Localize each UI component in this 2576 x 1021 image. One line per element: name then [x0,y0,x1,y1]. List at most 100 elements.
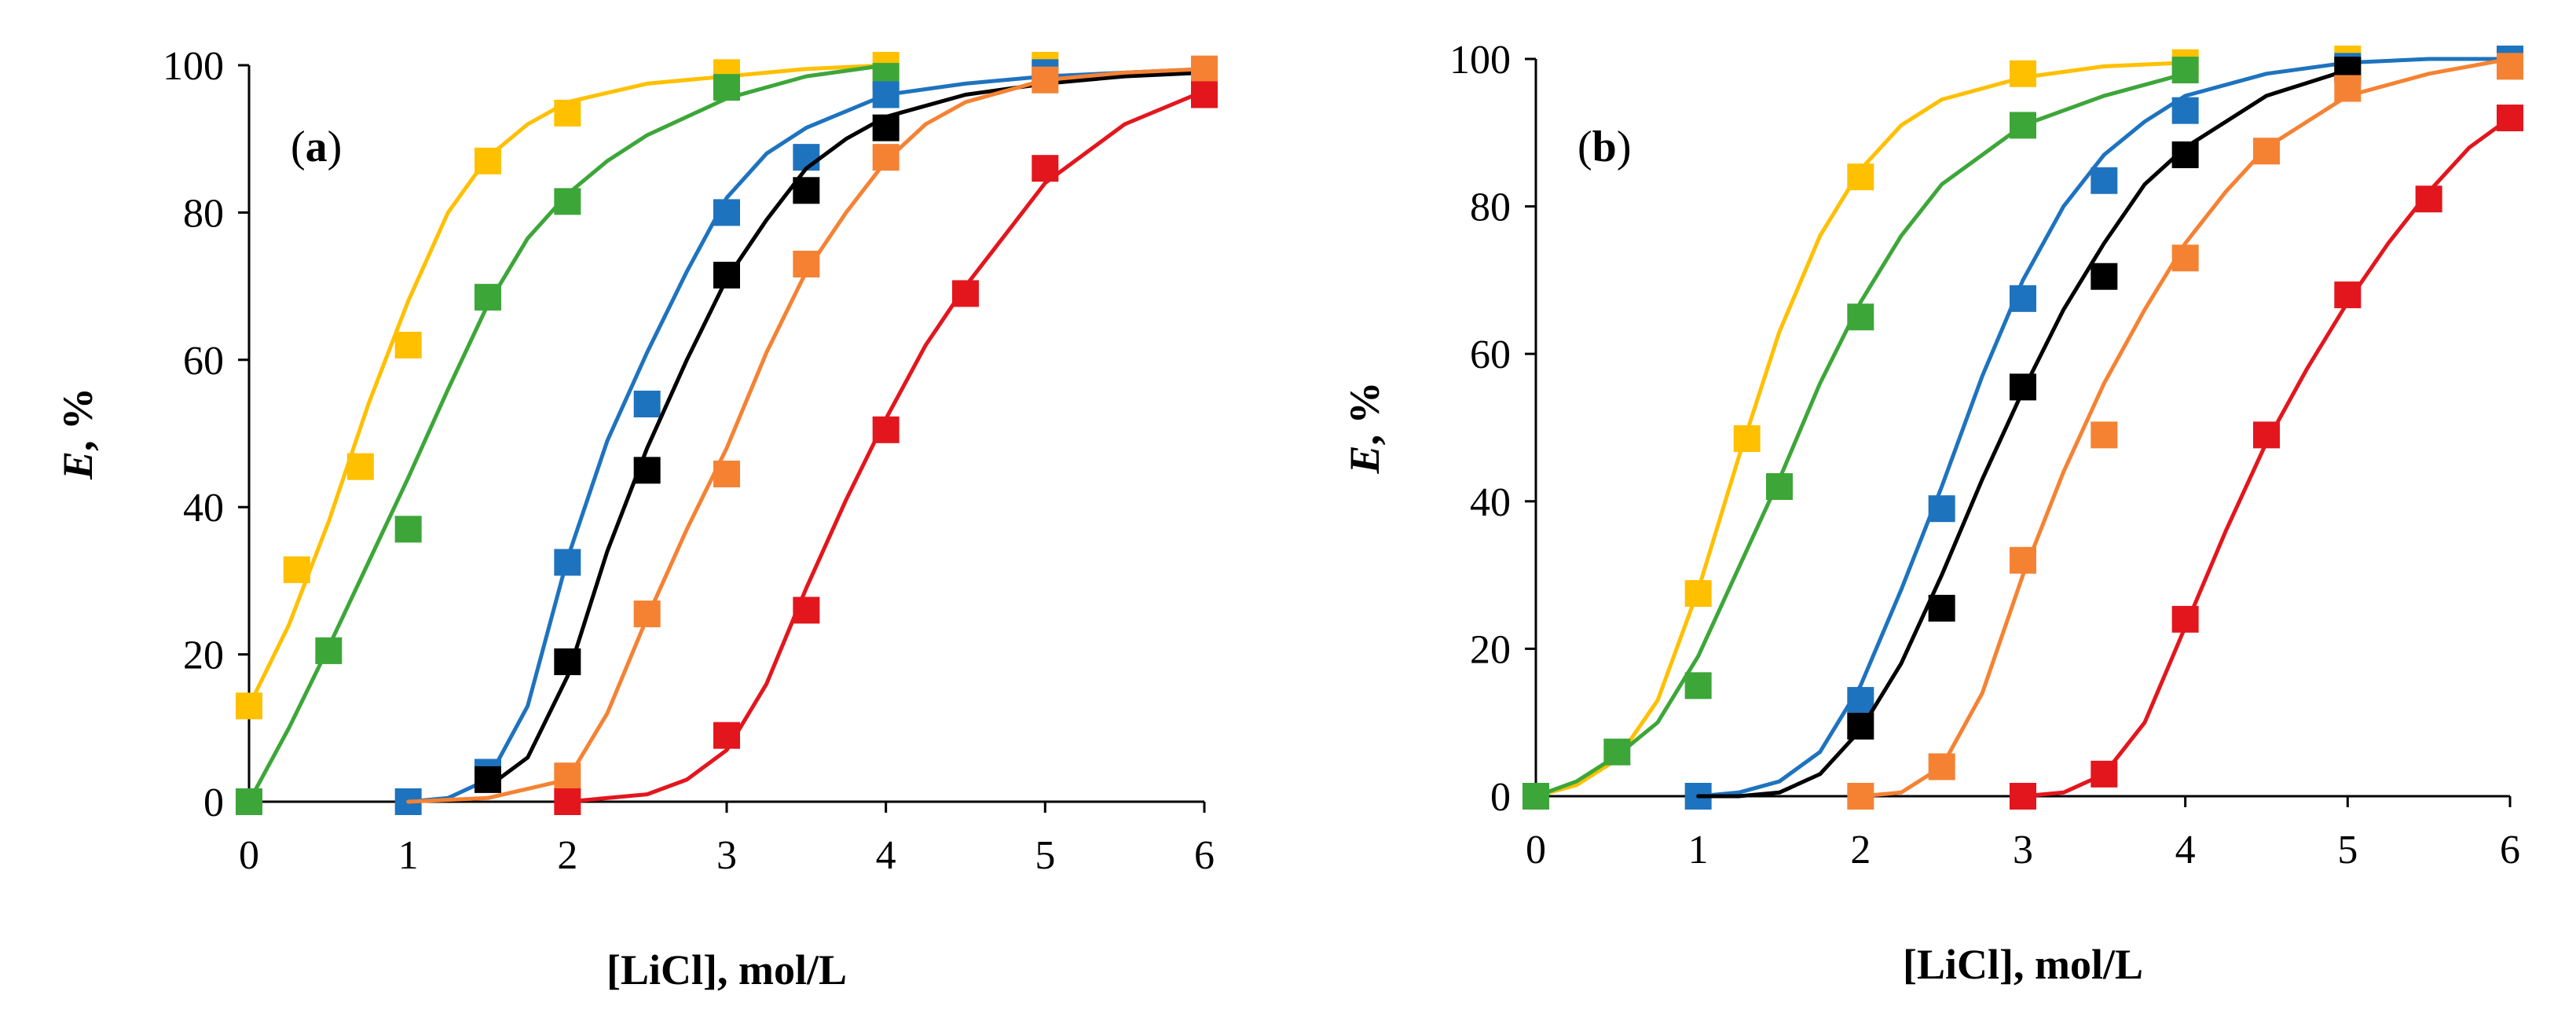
data-point-yellow [2010,60,2036,87]
x-tick-label: 1 [1688,828,1709,872]
y-tick-label: 20 [183,634,224,678]
panel-label: (b) [1577,123,1631,171]
data-point-red [872,416,900,443]
x-tick-label: 3 [716,833,737,878]
data-point-black [2171,141,2199,168]
data-point-orange [2497,53,2523,80]
data-point-blue [1847,687,1874,714]
data-point-yellow [475,147,501,174]
data-point-red [1031,155,1059,182]
data-point-orange [2090,421,2118,449]
data-point-blue [713,199,740,226]
x-tick-label: 4 [2175,828,2196,872]
data-point-red [952,280,979,307]
y-tick-label: 100 [163,44,224,89]
y-tick-label: 40 [1470,480,1511,525]
data-point-black [2010,373,2036,401]
series-red [554,81,1218,815]
x-tick-label: 0 [1526,828,1546,872]
x-tick-label: 5 [2337,828,2358,872]
data-point-orange [793,250,820,277]
fit-line-orange [1858,57,2512,799]
x-tick-label: 3 [2013,828,2033,872]
data-point-orange [2010,546,2036,574]
data-point-yellow [394,332,422,359]
data-point-green [236,788,262,815]
data-point-red [2253,421,2280,449]
data-point-green [475,284,501,311]
data-point-black [713,262,740,289]
data-point-green [1847,303,1874,331]
x-tick-label: 1 [398,833,419,878]
data-point-orange [1928,753,1955,780]
y-axis-title: E, % [54,387,101,480]
y-tick-label: 0 [1490,775,1511,820]
data-point-orange [2334,75,2362,102]
data-point-green [713,74,740,101]
data-point-orange [713,461,740,488]
series-orange [406,55,1218,804]
x-tick-label: 5 [1035,833,1055,878]
data-point-green [315,637,343,664]
panel-label: (a) [291,123,342,171]
data-point-black [2090,263,2118,290]
y-tick-label: 60 [1470,332,1511,377]
data-point-orange [2171,244,2199,272]
data-point-orange [872,144,900,171]
y-tick-label: 100 [1449,38,1511,83]
data-point-red [2171,605,2199,633]
data-point-red [793,597,820,624]
data-point-yellow [1847,163,1874,191]
y-tick-label: 20 [1470,627,1511,672]
fit-line-black [1696,68,2350,799]
y-tick-label: 0 [203,780,224,825]
data-point-blue [872,81,900,108]
series-yellow [1523,46,2362,810]
x-tick-label: 2 [1850,828,1871,872]
data-point-blue [2090,167,2118,194]
data-point-green [2171,57,2199,84]
data-point-red [713,722,740,749]
series-green [1523,57,2199,810]
data-point-red [2010,783,2036,810]
data-point-yellow [1684,580,1712,608]
data-point-black [1928,594,1955,622]
data-point-orange [633,600,661,628]
x-tick-label: 6 [2500,828,2520,872]
fit-line-blue [406,67,1207,804]
data-point-blue [633,391,661,418]
y-tick-label: 80 [183,191,224,236]
data-point-black [554,648,581,675]
fit-line-black [486,70,1207,789]
y-tick-label: 60 [183,339,224,384]
x-axis-title: [LiCl], mol/L [1903,941,2143,988]
fit-line-red [2021,116,2512,799]
data-point-blue [1928,495,1955,523]
data-point-blue [554,549,581,576]
data-point-red [2090,760,2118,788]
x-tick-label: 4 [876,833,896,878]
x-axis-title: [LiCl], mol/L [606,946,847,993]
y-tick-label: 40 [183,486,224,531]
data-point-yellow [1733,425,1761,453]
data-point-black [1847,712,1874,740]
x-tick-label: 2 [557,833,577,878]
data-point-yellow [283,556,310,583]
data-point-black [793,177,820,204]
series-blue [1684,46,2523,810]
data-point-yellow [554,99,581,127]
data-point-green [554,188,581,215]
y-axis-title: E, % [1341,381,1388,474]
data-point-black [633,457,661,484]
data-point-green [1523,783,1549,810]
data-point-orange [1847,783,1874,810]
data-point-black [872,114,900,141]
data-point-red [1191,81,1218,108]
data-point-blue [2010,285,2036,312]
data-point-orange [2253,138,2280,165]
data-point-red [2415,185,2442,213]
data-point-orange [554,762,581,790]
data-point-red [2334,281,2362,309]
